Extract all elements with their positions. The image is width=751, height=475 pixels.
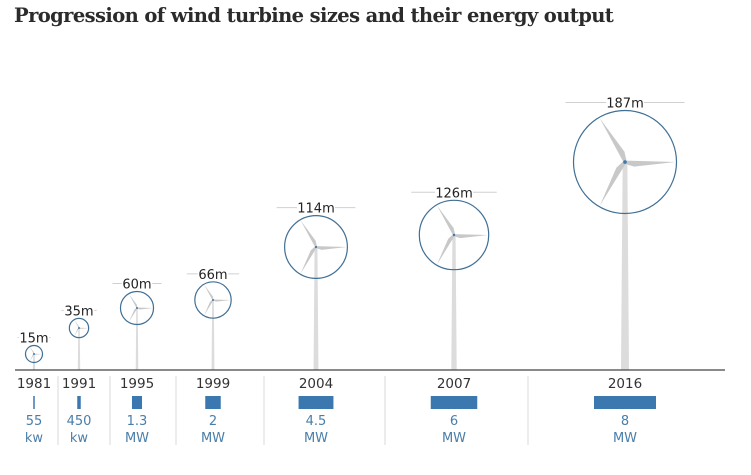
diameter-label-bg — [63, 302, 95, 317]
year-label: 2007 — [437, 376, 471, 392]
tower-1999 — [211, 300, 215, 370]
diameter-label: 15m — [19, 332, 48, 347]
year-label: 1981 — [17, 376, 51, 392]
blade-icon — [79, 327, 89, 329]
rotor-1981 — [24, 344, 44, 364]
hub-dot — [452, 233, 456, 237]
blade-icon — [599, 161, 627, 206]
blade-icon — [128, 307, 138, 323]
hub-dot — [78, 327, 80, 329]
diameter-label-bg — [297, 199, 335, 214]
diameter-label: 66m — [198, 268, 227, 283]
output-bar-2016 — [594, 396, 656, 409]
chart-title: Progression of wind turbine sizes and th… — [14, 4, 614, 27]
rotor-1995 — [119, 290, 155, 326]
hub-dot — [212, 299, 214, 301]
blade-icon — [29, 346, 35, 355]
rotor-2016 — [572, 109, 678, 215]
rotor-circle — [572, 109, 678, 215]
rotor-2007 — [418, 199, 490, 271]
output-unit: MW — [613, 431, 637, 446]
blade-icon — [204, 299, 214, 316]
output-bar-2004 — [298, 396, 334, 409]
hub-dot — [314, 245, 318, 249]
tower-1995 — [135, 308, 139, 370]
rotor-1999 — [194, 281, 232, 319]
blade-icon — [316, 246, 347, 250]
output-unit: kw — [70, 431, 89, 446]
output-value: 4.5 — [306, 414, 327, 429]
diameter-label-bg — [197, 265, 229, 280]
diameter-label-bg — [435, 184, 473, 199]
rotor-circle — [418, 199, 490, 271]
output-value: 2 — [209, 414, 217, 429]
output-unit: MW — [201, 431, 225, 446]
blade-icon — [436, 205, 456, 236]
blade-icon — [213, 299, 231, 302]
blade-icon — [128, 293, 138, 309]
blade-icon — [300, 220, 317, 248]
blade-icon — [599, 118, 627, 163]
output-value: 450 — [67, 414, 92, 429]
year-label: 2016 — [608, 376, 642, 392]
output-bar-2007 — [430, 396, 478, 409]
blade-icon — [436, 234, 455, 265]
blade-icon — [137, 307, 154, 310]
hub-dot — [136, 307, 138, 309]
diameter-label: 114m — [297, 202, 334, 217]
blade-icon — [74, 319, 80, 329]
output-unit: MW — [442, 431, 466, 446]
hub-dot — [623, 160, 627, 164]
output-unit: MW — [304, 431, 328, 446]
output-value: 6 — [450, 414, 458, 429]
rotor-circle — [68, 317, 90, 339]
output-value: 55 — [26, 414, 43, 429]
output-unit: kw — [25, 431, 44, 446]
diameter-label: 35m — [64, 304, 93, 319]
diameter-label-bg — [121, 275, 153, 290]
year-label: 1991 — [62, 376, 96, 392]
rotor-1991 — [68, 317, 90, 339]
output-bar-1981 — [33, 396, 35, 409]
hub-dot — [33, 353, 35, 355]
rotor-circle — [194, 281, 232, 319]
blade-icon — [454, 234, 489, 239]
output-value: 1.3 — [127, 414, 148, 429]
diameter-label: 187m — [606, 97, 643, 112]
diameter-label-bg — [18, 329, 50, 344]
output-bar-1999 — [205, 396, 221, 409]
tower-2007 — [451, 235, 457, 370]
tower-2004 — [313, 247, 319, 370]
year-label: 2004 — [299, 376, 333, 392]
blade-icon — [29, 353, 35, 362]
diameter-label: 60m — [122, 277, 151, 292]
rotor-circle — [119, 290, 155, 326]
diameter-label: 126m — [435, 186, 472, 201]
rotor-circle — [24, 344, 44, 364]
year-label: 1999 — [196, 376, 230, 392]
blade-icon — [204, 284, 214, 301]
blade-icon — [625, 160, 676, 167]
rotor-2004 — [284, 215, 348, 279]
tower-2016 — [620, 162, 630, 370]
output-bar-1995 — [131, 396, 143, 409]
tower-1991 — [77, 328, 81, 370]
rotor-circle — [284, 215, 348, 279]
output-value: 8 — [621, 414, 629, 429]
blade-icon — [300, 246, 317, 274]
output-bar-1991 — [77, 396, 81, 409]
diameter-label-bg — [606, 94, 644, 109]
blade-icon — [34, 353, 43, 355]
blade-icon — [74, 327, 80, 337]
output-unit: MW — [125, 431, 149, 446]
year-label: 1995 — [120, 376, 154, 392]
